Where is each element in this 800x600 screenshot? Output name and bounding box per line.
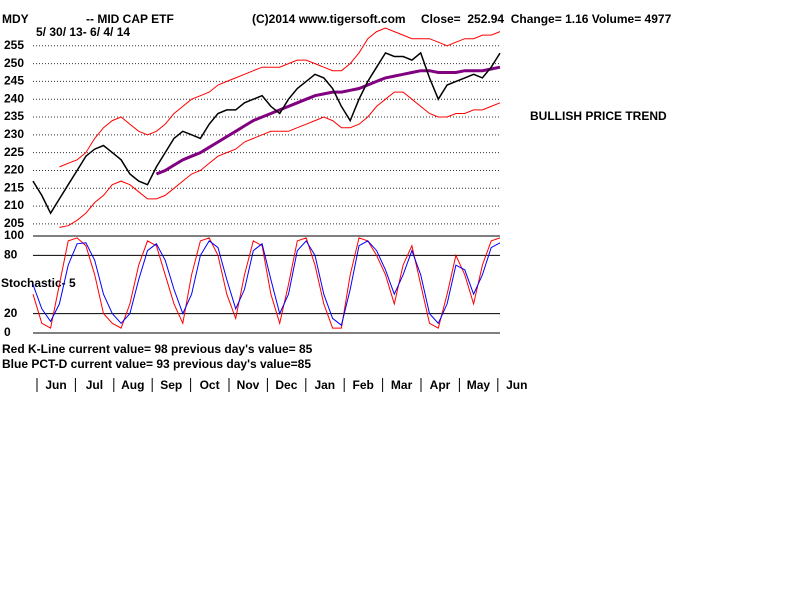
y-tick-label: 215	[4, 180, 24, 194]
panel-title: Stochastic- 5	[1, 276, 76, 290]
series-line	[32, 237, 501, 329]
x-tick-label: Mar	[391, 378, 413, 392]
series-line	[32, 240, 501, 327]
series-line	[155, 65, 501, 176]
x-tick-label: Dec	[275, 378, 297, 392]
x-tick-label: Jun	[506, 378, 527, 392]
ticker: MDY	[2, 12, 29, 26]
x-tick-label: Jul	[86, 378, 103, 392]
note: Blue PCT-D current value= 93 previous da…	[2, 357, 311, 371]
x-tick-label: May	[467, 378, 491, 392]
y-tick-label: 210	[4, 198, 24, 212]
series-line	[59, 27, 501, 168]
y-tick-label: 0	[4, 325, 11, 339]
y-tick-label: 240	[4, 91, 24, 105]
note: Red K-Line current value= 98 previous da…	[2, 342, 313, 356]
y-tick-label: 255	[4, 38, 24, 52]
y-tick-label: 100	[4, 228, 24, 242]
y-tick-label: 225	[4, 145, 24, 159]
y-tick-label: 230	[4, 127, 24, 141]
copyright: (C)2014 www.tigersoft.com	[252, 12, 406, 26]
x-tick-label: Aug	[121, 378, 144, 392]
y-tick-label: 205	[4, 216, 24, 230]
x-tick-label: Jun	[45, 378, 66, 392]
fund-name: -- MID CAP ETF	[86, 12, 174, 26]
y-tick-label: 220	[4, 163, 24, 177]
y-tick-label: 245	[4, 74, 24, 88]
x-tick-label: Feb	[353, 378, 374, 392]
y-tick-label: 20	[4, 306, 18, 320]
x-tick-label: Apr	[430, 378, 451, 392]
quote: Close= 252.94 Change= 1.16 Volume= 4977	[421, 12, 672, 26]
date-range: 5/ 30/ 13- 6/ 4/ 14	[36, 25, 130, 39]
y-tick-label: 80	[4, 248, 18, 262]
series-line	[32, 51, 501, 215]
annotation: BULLISH PRICE TREND	[530, 109, 667, 123]
series-line	[59, 91, 501, 228]
x-tick-label: Oct	[200, 378, 220, 392]
x-tick-label: Nov	[237, 378, 260, 392]
x-tick-label: Jan	[314, 378, 335, 392]
y-tick-label: 250	[4, 56, 24, 70]
y-tick-label: 235	[4, 109, 24, 123]
x-tick-label: Sep	[160, 378, 182, 392]
